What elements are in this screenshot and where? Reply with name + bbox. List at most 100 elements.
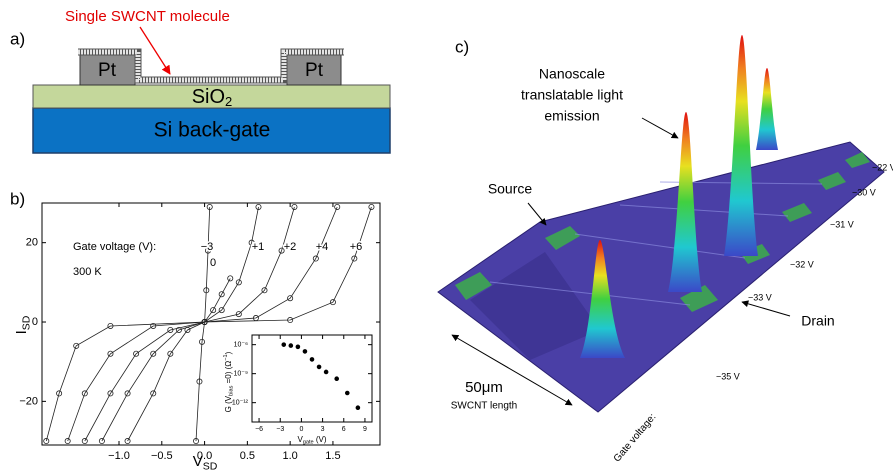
data-point [281,342,287,347]
data-point [107,390,114,397]
data-point [206,203,213,210]
emission-peak [580,240,625,358]
annotation: Nanoscale [539,66,605,82]
electrode-pad [782,203,812,222]
scale-caption: SWCNT length [451,401,518,412]
x-tick-label: −3 [276,426,284,433]
data-point [124,390,131,397]
data-point [150,322,157,329]
x-tick-label: −1.0 [108,450,130,462]
axis-label: ISD [13,315,32,334]
annotation: Single SWCNT molecule [65,8,230,25]
series-label: +6 [350,241,363,253]
data-point [344,390,350,396]
electrode [286,54,342,86]
data-point [193,438,200,445]
panel-b: b) −1.0 −0.5 0.0 0.5 1.0 1.5 −20 0 20 −6 −3 0 3 6 9 10⁻… [10,189,381,472]
data-point [309,357,315,362]
annotation: translatable light [521,87,623,103]
data-point [64,438,71,445]
axis-label: Vgate (V) [297,435,326,446]
gate-voltage: −35 V [716,371,740,381]
emission-peak [724,35,758,256]
data-point [248,239,255,246]
gate-voltage: −32 V [790,259,814,269]
annotation: 300 K [73,266,102,278]
label-text: V [193,453,203,470]
electrode-pad [455,272,492,300]
drain-label: Drain [801,313,834,329]
x-tick-label: −6 [255,426,263,433]
label-text: ) [224,351,233,354]
gate-label: Si back-gate [154,119,271,142]
series-label: −3 [201,241,214,253]
y-tick-label: 10⁻⁹ [234,371,248,378]
data-point [210,307,217,314]
channel [574,233,746,259]
panel-label: a) [10,29,25,48]
data-point [203,287,210,294]
oxide-text: SiO [192,86,225,108]
y-tick-label: 20 [26,237,38,249]
annotation: Gate voltage (V): [73,241,156,253]
data-point [218,307,225,314]
data-point [334,203,341,210]
data-point [334,376,340,382]
panel-a: a) Single SWCNT molecule Pt Pt SiO2 Si b… [10,8,391,154]
y-tick-label: −20 [19,395,38,407]
arrow [741,300,791,317]
scale-arrow [451,334,573,406]
arrow [527,202,547,226]
oxide-sub: 2 [225,94,232,109]
series-label: +2 [284,241,297,253]
data-point [227,275,234,282]
gate-voltage: −31 V [830,219,854,229]
label-sub: bias [229,385,235,395]
label-text: I [13,330,30,334]
emission-peak [756,68,778,150]
label-sub: SD [203,460,218,472]
channel [619,204,789,217]
series-line [45,206,372,442]
data-point [107,322,114,329]
gate-label: Gate voltage: [612,412,659,465]
x-tick-label: 0 [299,426,303,433]
panel-label: c) [455,37,469,56]
data-point [255,203,262,210]
electrode-pad [845,152,870,168]
panel-c: c) Nanoscale translatable light emission… [437,35,893,465]
data-point [288,343,294,348]
x-tick-label: 0.5 [240,450,255,462]
y-tick-label: 0 [32,316,38,328]
data-point [355,405,361,411]
data-point [278,247,285,254]
data-point [56,390,63,397]
label-sub: −1 [224,354,230,360]
series-label: 0 [210,257,216,269]
data-point [201,319,208,326]
data-point [287,317,294,324]
data-point [295,344,301,350]
data-point [167,326,174,333]
channel [489,281,691,306]
annotation: emission [544,108,599,124]
data-point [291,203,298,210]
series-label: +1 [252,241,265,253]
arrow [641,117,679,139]
y-tick-label: 10⁻⁶ [234,342,248,349]
data-point [167,350,174,357]
data-point [329,299,336,306]
data-point [323,369,329,375]
surface-shade [470,252,600,360]
x-tick-label: 1.0 [283,450,298,462]
axis-label: G (Vbias =0) (Ω−1) [224,351,235,412]
x-tick-label: 6 [342,426,346,433]
x-tick-label: 1.5 [325,450,340,462]
data-point [124,438,131,445]
x-tick-label: 0.0 [197,450,212,462]
data-point [73,342,80,349]
label-text: V [297,435,303,444]
x-tick-label: 3 [321,426,325,433]
data-point [98,438,105,445]
